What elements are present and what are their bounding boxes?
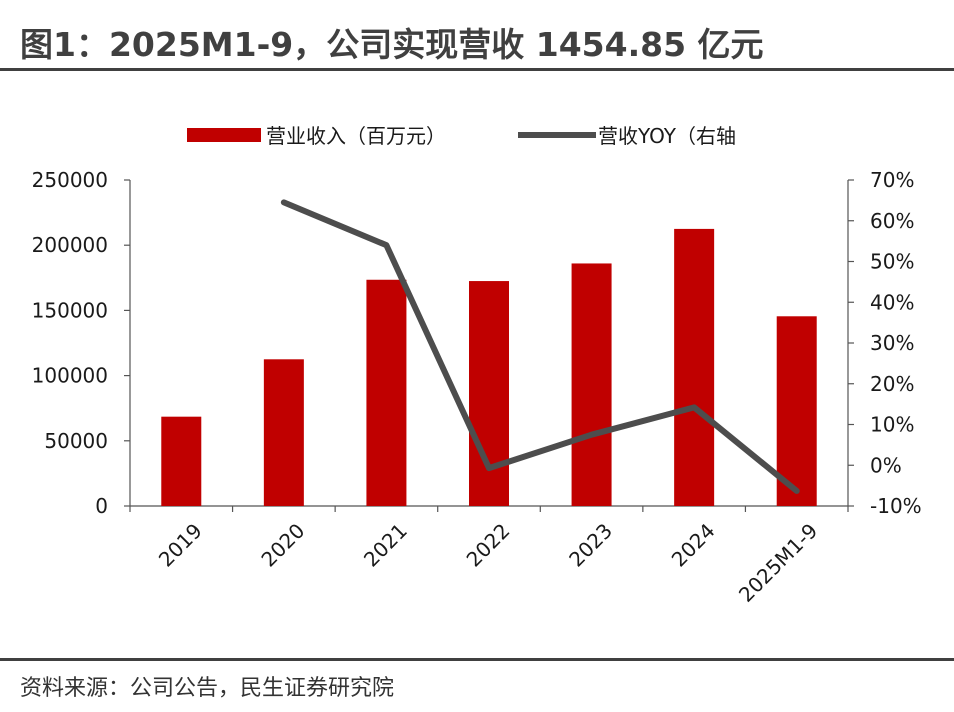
y-left-tick-label: 250000 <box>32 168 108 192</box>
legend: 营业收入（百万元） 营收YOY（右轴 <box>187 124 736 148</box>
yoy-line <box>280 199 800 494</box>
source-rule <box>0 658 954 661</box>
bar-2020 <box>263 359 304 506</box>
bar-2022 <box>469 281 509 506</box>
axes: 0 50000 100000 150000 200000 250000 -10% 0% 10% 2… <box>32 168 922 518</box>
y-right-tick-label: 60% <box>870 209 914 233</box>
legend-label-yoy: 营收YOY（右轴 <box>598 124 736 148</box>
y-left-tick-label: 200000 <box>32 233 108 257</box>
figure-title: 图1：2025M1-9，公司实现营收 1454.85 亿元 <box>20 25 764 64</box>
bars <box>161 228 817 506</box>
y-right-tick-label: 50% <box>870 250 914 274</box>
y-right-tick-label: 40% <box>870 290 914 314</box>
bar-2019 <box>161 416 202 506</box>
legend-label-revenue: 营业收入（百万元） <box>266 124 446 148</box>
source-note: 资料来源：公司公告，民生证券研究院 <box>20 676 395 701</box>
y-right-tick-label: 20% <box>870 372 914 396</box>
y-left-tick-label: 0 <box>95 494 108 518</box>
y-right-tick-label: 30% <box>870 331 914 355</box>
x-tick-label-2024: 2024 <box>667 519 720 572</box>
x-tick-label-2023: 2023 <box>564 519 617 572</box>
y-right-tick-label: 10% <box>870 413 914 437</box>
yoy-line-layer <box>280 199 800 494</box>
y-left-tick-label: 50000 <box>44 429 108 453</box>
title-rule <box>0 68 954 71</box>
x-tick-label-2019: 2019 <box>154 519 207 572</box>
bar-2021 <box>366 279 407 506</box>
bar-2025M1-9 <box>776 316 817 506</box>
x-tick-label-2022: 2022 <box>462 519 515 572</box>
y-right-tick-label: 70% <box>870 168 914 192</box>
y-left-tick-label: 100000 <box>32 364 108 388</box>
x-tick-label-2021: 2021 <box>359 519 412 572</box>
bar-2024 <box>674 228 715 506</box>
legend-swatch-revenue <box>187 128 261 142</box>
y-left-tick-label: 150000 <box>32 298 108 322</box>
y-right-tick-label: 0% <box>870 453 902 477</box>
bar-2023 <box>571 263 612 506</box>
x-tick-label-2020: 2020 <box>256 519 309 572</box>
x-tick-label-2025M1-9: 2025M1-9 <box>734 519 822 607</box>
x-tick-labels: 2019 2020 2021 2022 2023 2024 2025M1-9 <box>154 519 822 607</box>
y-right-tick-label: -10% <box>870 494 922 518</box>
